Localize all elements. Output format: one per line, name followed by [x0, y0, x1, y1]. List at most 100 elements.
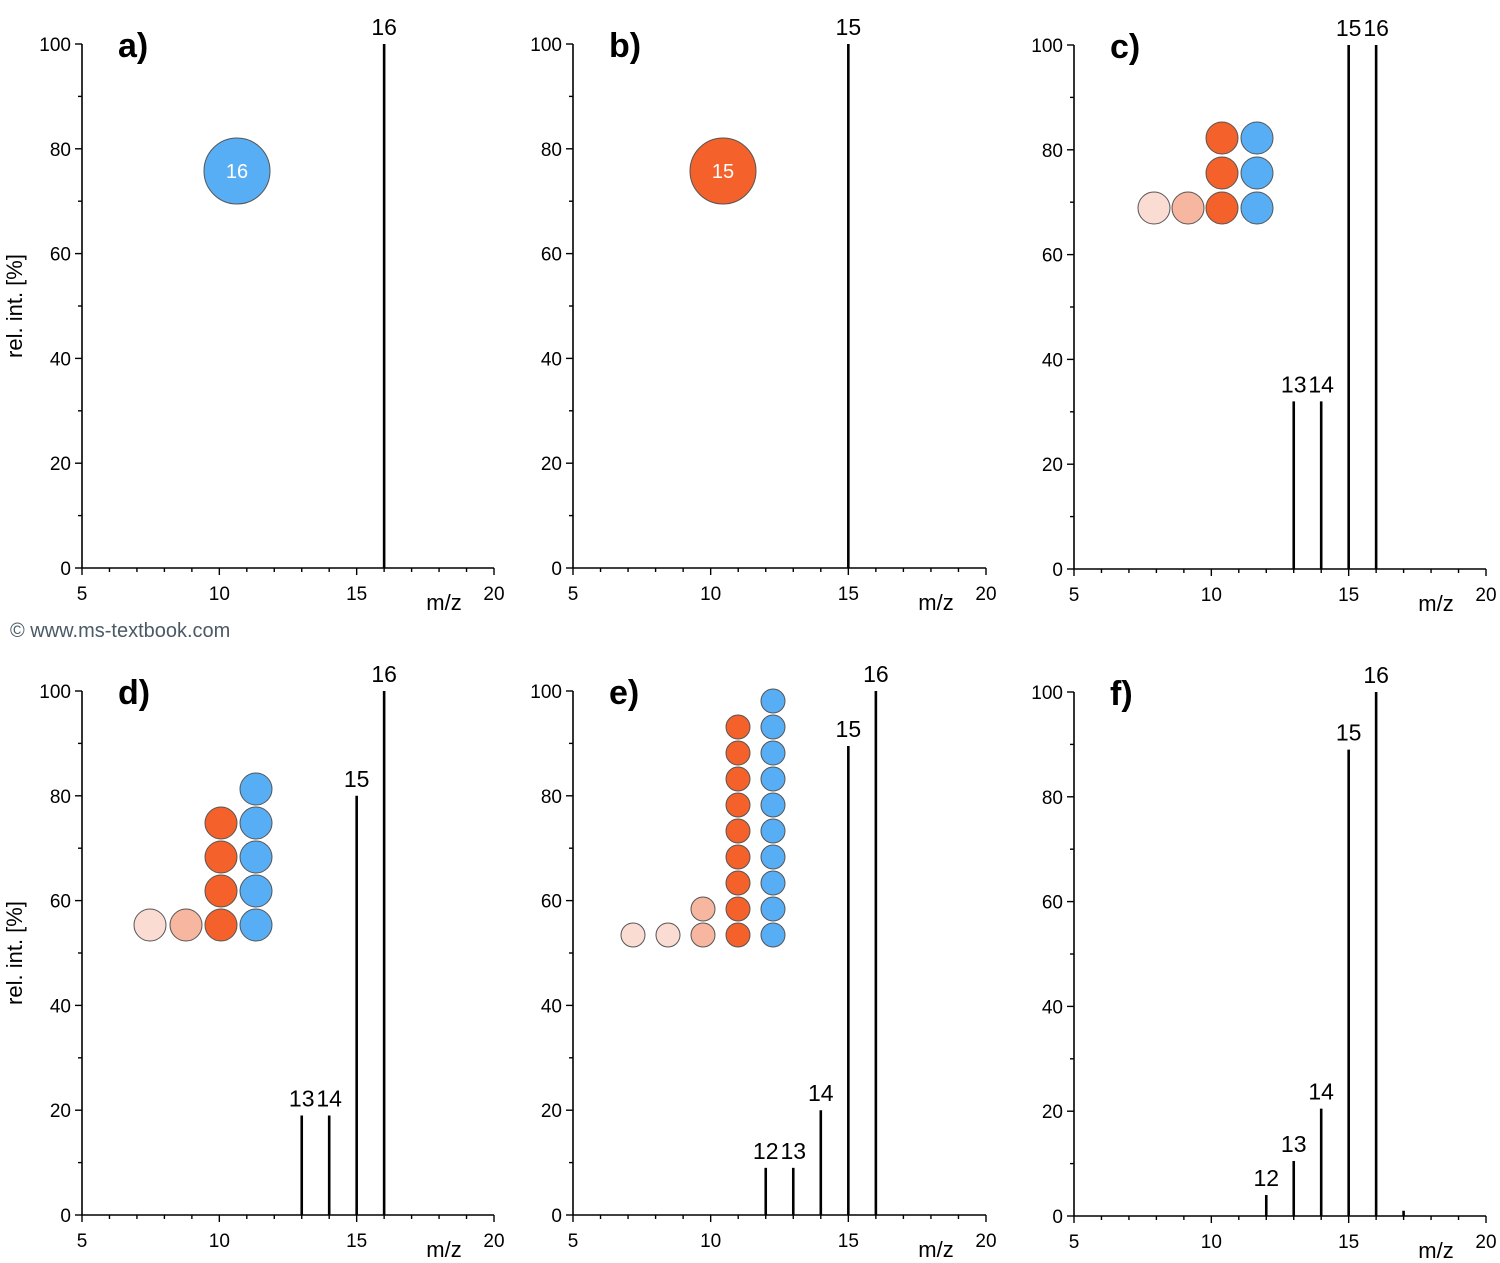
isotope-circle [760, 922, 786, 948]
isotope-circle [204, 874, 238, 908]
y-tick-label: 80 [541, 787, 562, 808]
x-tick-label: 20 [975, 1231, 996, 1252]
x-tick-label: 10 [1201, 1232, 1222, 1253]
y-axis-title: rel. int. [%] [2, 901, 27, 1005]
peak-label: 15 [836, 14, 862, 40]
y-tick-label: 20 [50, 454, 71, 475]
panel-letter: f) [1110, 675, 1133, 713]
x-tick-label: 20 [975, 584, 996, 605]
isotope-circle [760, 870, 786, 896]
spectrum-panel-b: 0 20 40 60 80 100 5 10 15 20 m/z b) 15 15 [530, 14, 996, 615]
isotope-circle [725, 818, 751, 844]
y-tick-label: 80 [50, 140, 71, 161]
isotope-circle [1205, 156, 1239, 190]
isotope-circle [760, 714, 786, 740]
isotope-circle [1205, 191, 1239, 225]
x-tick-label: 10 [700, 1231, 721, 1252]
isotope-circle [239, 840, 273, 874]
peak-label: 13 [780, 1138, 806, 1164]
isotope-circle [620, 922, 646, 948]
y-tick-label: 40 [50, 349, 71, 370]
isotope-circle [204, 908, 238, 942]
x-tick-label: 5 [568, 1231, 579, 1252]
y-tick-label: 0 [1052, 1207, 1063, 1228]
x-axis-title: m/z [426, 1237, 461, 1262]
x-tick-label: 5 [568, 584, 579, 605]
panel-letter: d) [118, 674, 150, 712]
y-tick-label: 20 [541, 454, 562, 475]
isotope-circle [760, 818, 786, 844]
x-tick-label: 10 [209, 1231, 230, 1252]
isotope-circle-label: 15 [712, 161, 734, 183]
peak-label: 16 [1363, 15, 1389, 41]
isotope-circle [133, 908, 167, 942]
y-tick-label: 20 [1042, 455, 1063, 476]
y-tick-label: 40 [541, 996, 562, 1017]
isotope-circle [725, 792, 751, 818]
x-tick-label: 15 [1338, 585, 1359, 606]
y-tick-label: 0 [551, 559, 562, 580]
y-tick-label: 80 [541, 140, 562, 161]
y-tick-label: 60 [541, 892, 562, 913]
peak-label: 12 [1253, 1165, 1279, 1191]
y-tick-label: 60 [50, 245, 71, 266]
y-axis-title: rel. int. [%] [2, 254, 27, 358]
x-tick-label: 20 [483, 1231, 504, 1252]
x-tick-label: 5 [1069, 1232, 1080, 1253]
isotope-circle [760, 688, 786, 714]
x-tick-label: 5 [77, 1231, 88, 1252]
isotope-circle [760, 766, 786, 792]
y-tick-label: 100 [1031, 683, 1063, 704]
y-tick-label: 80 [1042, 141, 1063, 162]
x-tick-label: 15 [838, 1231, 859, 1252]
y-tick-label: 60 [50, 892, 71, 913]
y-tick-label: 20 [50, 1101, 71, 1122]
y-tick-label: 0 [60, 559, 71, 580]
isotope-circle [725, 844, 751, 870]
peak-label: 15 [1336, 15, 1362, 41]
x-tick-label: 10 [700, 584, 721, 605]
y-tick-label: 100 [39, 682, 71, 703]
isotope-circle [239, 772, 273, 806]
x-tick-label: 20 [483, 584, 504, 605]
isotope-circle [760, 740, 786, 766]
isotope-circle [1240, 191, 1274, 225]
isotope-circle [725, 766, 751, 792]
isotope-circle [725, 896, 751, 922]
isotope-circle [239, 806, 273, 840]
x-tick-label: 15 [346, 1231, 367, 1252]
panel-letter: a) [118, 27, 148, 65]
isotope-circle [1240, 156, 1274, 190]
spectrum-panel-e: 0 20 40 60 80 100 5 10 15 20 m/z e) 12 13 14 15 16 [530, 661, 996, 1262]
y-tick-label: 80 [1042, 788, 1063, 809]
isotope-circle [760, 896, 786, 922]
peak-label: 16 [371, 661, 397, 687]
isotope-circle [239, 874, 273, 908]
isotope-circle [725, 740, 751, 766]
x-tick-label: 10 [1201, 585, 1222, 606]
isotope-circle [1171, 191, 1205, 225]
x-tick-label: 10 [209, 584, 230, 605]
peak-label: 15 [1336, 720, 1362, 746]
y-tick-label: 0 [1052, 560, 1063, 581]
y-tick-label: 0 [60, 1206, 71, 1227]
peak-label: 14 [1308, 371, 1334, 397]
peak-label: 16 [1363, 662, 1389, 688]
x-tick-label: 20 [1475, 585, 1496, 606]
spectrum-panel-a: 0 20 40 60 80 100 5 10 15 20 m/z rel. int. [%] a) 16 1… [2, 14, 505, 615]
isotope-circle [725, 714, 751, 740]
y-tick-label: 60 [541, 245, 562, 266]
x-axis-title: m/z [918, 590, 953, 615]
peak-label: 16 [863, 661, 889, 687]
isotope-circle [1240, 121, 1274, 155]
y-tick-label: 100 [530, 35, 562, 56]
peak-label: 13 [1281, 1131, 1307, 1157]
x-tick-label: 5 [77, 584, 88, 605]
y-tick-label: 20 [541, 1101, 562, 1122]
peak-label: 15 [836, 716, 862, 742]
isotope-circle [204, 806, 238, 840]
isotope-circle [169, 908, 203, 942]
isotope-circle [204, 840, 238, 874]
